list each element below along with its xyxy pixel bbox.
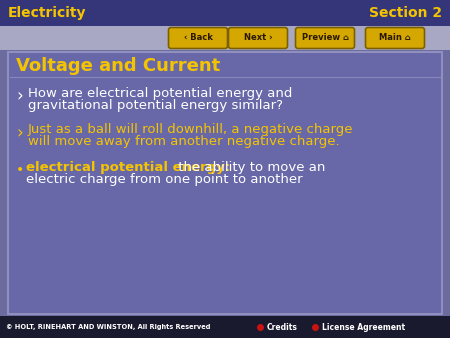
FancyBboxPatch shape: [229, 27, 288, 48]
Text: Voltage and Current: Voltage and Current: [16, 57, 220, 75]
FancyBboxPatch shape: [0, 26, 450, 50]
FancyBboxPatch shape: [365, 27, 424, 48]
Text: Next ›: Next ›: [244, 33, 272, 43]
Text: Just as a ball will roll downhill, a negative charge: Just as a ball will roll downhill, a neg…: [28, 123, 354, 137]
Text: ‹ Back: ‹ Back: [184, 33, 212, 43]
FancyBboxPatch shape: [0, 0, 450, 26]
Text: electric charge from one point to another: electric charge from one point to anothe…: [26, 172, 302, 186]
Text: will move away from another negative charge.: will move away from another negative cha…: [28, 136, 340, 148]
FancyBboxPatch shape: [8, 52, 442, 314]
FancyBboxPatch shape: [168, 27, 228, 48]
Text: © HOLT, RINEHART AND WINSTON, All Rights Reserved: © HOLT, RINEHART AND WINSTON, All Rights…: [6, 324, 211, 330]
Text: •: •: [16, 163, 24, 177]
Text: Section 2: Section 2: [369, 6, 442, 20]
Text: ›: ›: [16, 124, 23, 142]
FancyBboxPatch shape: [0, 316, 450, 338]
FancyBboxPatch shape: [296, 27, 355, 48]
Text: electrical potential energy:: electrical potential energy:: [26, 161, 230, 173]
Text: Electricity: Electricity: [8, 6, 86, 20]
Text: Main ⌂: Main ⌂: [379, 33, 411, 43]
Text: ›: ›: [16, 87, 23, 105]
Text: the ability to move an: the ability to move an: [174, 161, 325, 173]
Text: License Agreement: License Agreement: [322, 322, 405, 332]
Text: Credits: Credits: [267, 322, 298, 332]
Text: How are electrical potential energy and: How are electrical potential energy and: [28, 87, 292, 99]
Text: Preview ⌂: Preview ⌂: [302, 33, 348, 43]
Text: gravitational potential energy similar?: gravitational potential energy similar?: [28, 98, 283, 112]
